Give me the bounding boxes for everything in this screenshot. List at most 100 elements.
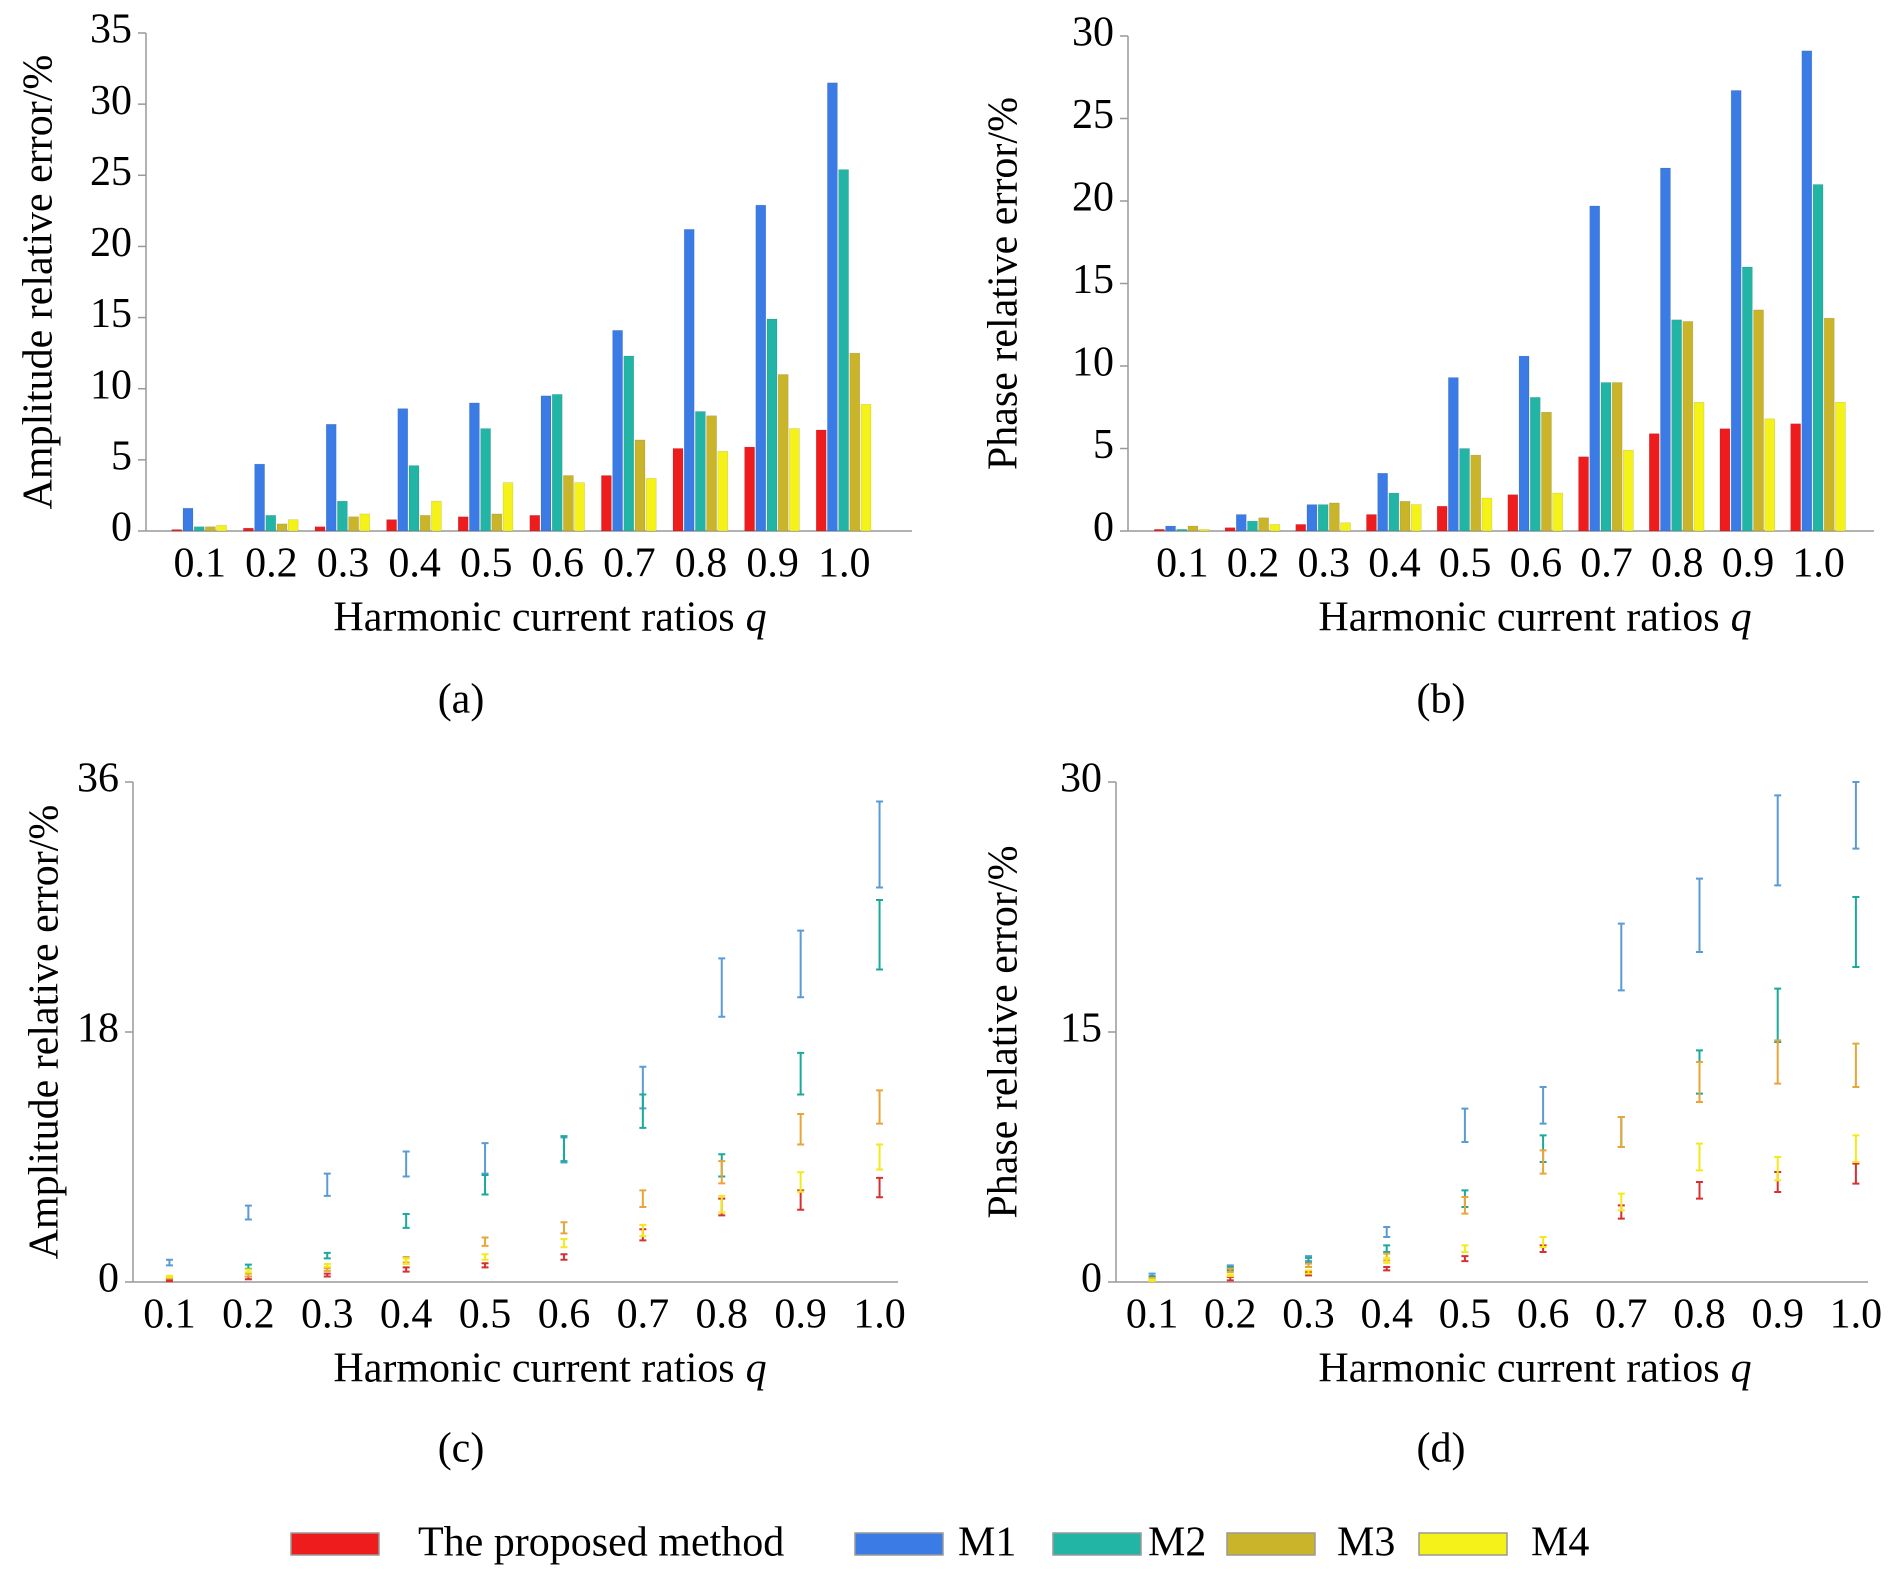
bar <box>408 465 420 532</box>
x-tick-label: 1.0 <box>853 1292 906 1338</box>
error-bar <box>1383 1256 1391 1264</box>
legend-swatch <box>854 1532 944 1556</box>
y-axis-label: Amplitude relative error/% <box>22 805 68 1260</box>
error-bar <box>481 1142 489 1175</box>
bar <box>216 525 227 532</box>
bar <box>1198 529 1210 532</box>
legend-label: M1 <box>958 1520 1016 1566</box>
bar <box>540 395 552 532</box>
bar <box>386 519 397 532</box>
legend-label: The proposed method <box>418 1520 784 1566</box>
bar <box>205 526 216 532</box>
error-bar <box>1696 1061 1703 1103</box>
error-bar <box>639 1224 647 1238</box>
x-tick-label: 0.9 <box>1722 541 1775 587</box>
caption: (b) <box>1417 677 1466 723</box>
error-bar <box>1226 1276 1234 1282</box>
x-tick-label: 0.6 <box>532 541 585 587</box>
legend-label: M4 <box>1531 1520 1589 1566</box>
y-tick-label: 25 <box>1072 92 1114 138</box>
x-tick-label: 0.9 <box>746 541 799 587</box>
bar <box>1812 184 1824 532</box>
error-bar <box>1226 1273 1234 1278</box>
y-tick-label: 0 <box>111 505 132 551</box>
caption: (c) <box>438 1426 485 1472</box>
bar <box>171 529 183 532</box>
error-bar <box>481 1253 489 1261</box>
x-tick-label: 0.4 <box>388 541 441 587</box>
bar <box>1600 382 1612 532</box>
x-tick-label: 0.1 <box>174 541 227 587</box>
error-bar <box>323 1251 331 1260</box>
error-bar <box>1774 987 1782 1043</box>
error-bar <box>481 1262 489 1269</box>
bar <box>1235 514 1247 532</box>
bar <box>1764 418 1776 532</box>
y-tick-label: 20 <box>1072 175 1114 221</box>
x-tick-label: 0.5 <box>1439 541 1492 587</box>
bar <box>431 500 442 532</box>
error-bar <box>560 1135 568 1163</box>
y-tick-label: 0 <box>98 1256 119 1302</box>
error-bar <box>718 1194 726 1214</box>
error-bar <box>1461 1255 1469 1263</box>
y-tick-label: 30 <box>90 78 132 124</box>
x-axis-label: Harmonic current ratios <box>333 1346 734 1392</box>
bar <box>1269 524 1281 532</box>
bar <box>1648 433 1660 532</box>
error-bar <box>402 1266 410 1273</box>
x-tick-label: 0.4 <box>1360 1292 1413 1338</box>
bar <box>1730 90 1742 532</box>
bar <box>1340 522 1351 532</box>
error-bar <box>560 1221 568 1235</box>
bar <box>838 169 849 532</box>
x-tick-label: 0.8 <box>1673 1292 1726 1338</box>
bar <box>1187 525 1199 532</box>
bar <box>695 411 706 532</box>
bar <box>612 330 623 532</box>
x-tick-label: 0.9 <box>1751 1292 1804 1338</box>
bar <box>623 355 635 532</box>
error-bar <box>560 1237 568 1249</box>
bar <box>1541 411 1552 532</box>
error-bar <box>1383 1266 1391 1272</box>
bar <box>1388 492 1400 532</box>
bar <box>683 229 695 532</box>
x-tick-label: 0.6 <box>538 1292 591 1338</box>
error-bar <box>165 1274 173 1279</box>
error-bar <box>1539 1236 1547 1248</box>
error-bar <box>165 1258 173 1267</box>
error-bar <box>1852 896 1860 968</box>
x-axis-label: Harmonic current ratios <box>1318 1346 1719 1392</box>
x-tick-label: 0.1 <box>1126 1292 1179 1338</box>
bar <box>1753 309 1764 532</box>
bar <box>287 519 299 532</box>
error-bar <box>323 1267 331 1272</box>
error-bar <box>165 1278 173 1283</box>
x-tick-label: 0.7 <box>1595 1292 1648 1338</box>
bar <box>1578 456 1589 532</box>
legend-swatch <box>1418 1532 1508 1556</box>
bar <box>766 318 778 532</box>
bar <box>1436 505 1448 532</box>
error-bar <box>1696 1181 1703 1200</box>
bar <box>672 448 684 532</box>
bar <box>1448 377 1459 532</box>
bar <box>1399 500 1411 532</box>
bar <box>1410 504 1422 532</box>
bar <box>182 507 194 532</box>
error-bar <box>1305 1262 1312 1268</box>
error-bar <box>1774 794 1782 887</box>
bar <box>243 527 254 532</box>
y-tick-label: 0 <box>1081 1256 1102 1302</box>
bar <box>1329 502 1340 532</box>
bar <box>457 516 469 532</box>
error-bar <box>1383 1226 1391 1238</box>
y-tick-label: 30 <box>1072 10 1114 56</box>
bar <box>1589 205 1601 532</box>
error-bar <box>797 929 805 999</box>
error-bar <box>1461 1196 1469 1215</box>
bar <box>1611 382 1623 532</box>
y-tick-label: 10 <box>1072 340 1114 386</box>
error-bar <box>797 1112 805 1146</box>
